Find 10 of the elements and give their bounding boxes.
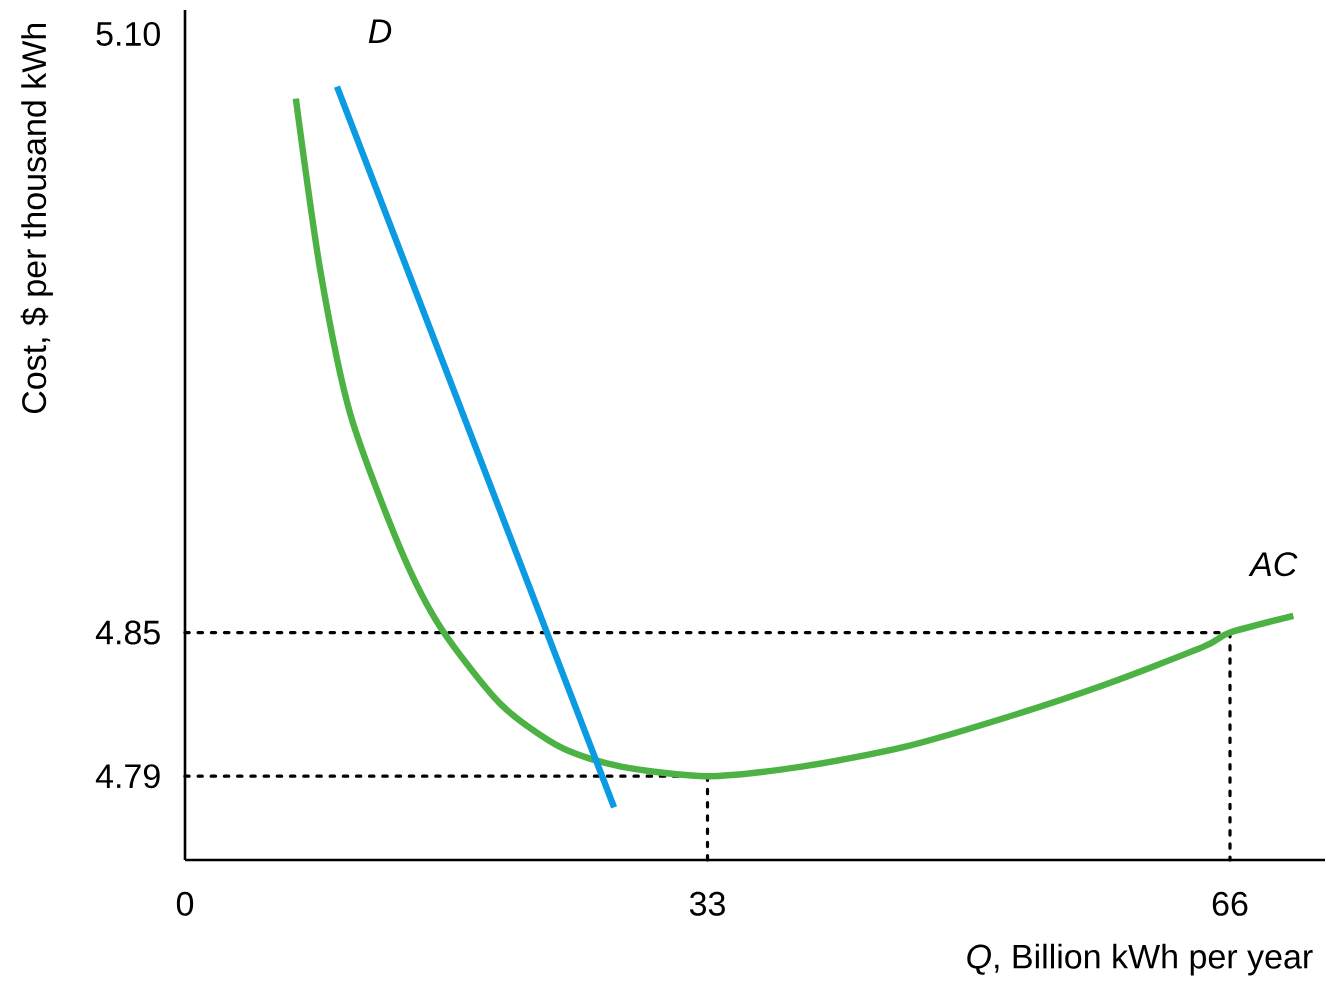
x-tick-label: 33: [689, 891, 725, 916]
x-axis-title: Q, Billion kWh per year: [967, 943, 1313, 976]
y-tick-label: 4.79: [95, 764, 160, 789]
annotation: AC: [1248, 552, 1298, 577]
y-tick-label: 5.10: [96, 21, 160, 46]
x-tick-label: 66: [1212, 891, 1248, 916]
y-tick-label: 4.85: [95, 620, 160, 645]
annotation: D: [368, 19, 392, 43]
y-axis-title: Cost, $ per thousand kWh: [20, 23, 53, 414]
x-tick-label: 0: [176, 891, 194, 916]
